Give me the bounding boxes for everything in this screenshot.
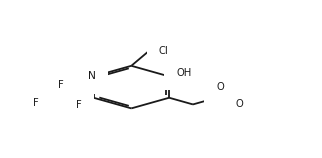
- Text: F: F: [76, 100, 82, 110]
- Text: F: F: [33, 98, 39, 108]
- Text: Cl: Cl: [159, 46, 168, 56]
- Text: O: O: [216, 82, 224, 92]
- Text: F: F: [58, 80, 63, 90]
- Text: O: O: [68, 98, 76, 108]
- Text: O: O: [236, 99, 243, 109]
- Text: OH: OH: [176, 68, 191, 78]
- Text: N: N: [88, 71, 95, 81]
